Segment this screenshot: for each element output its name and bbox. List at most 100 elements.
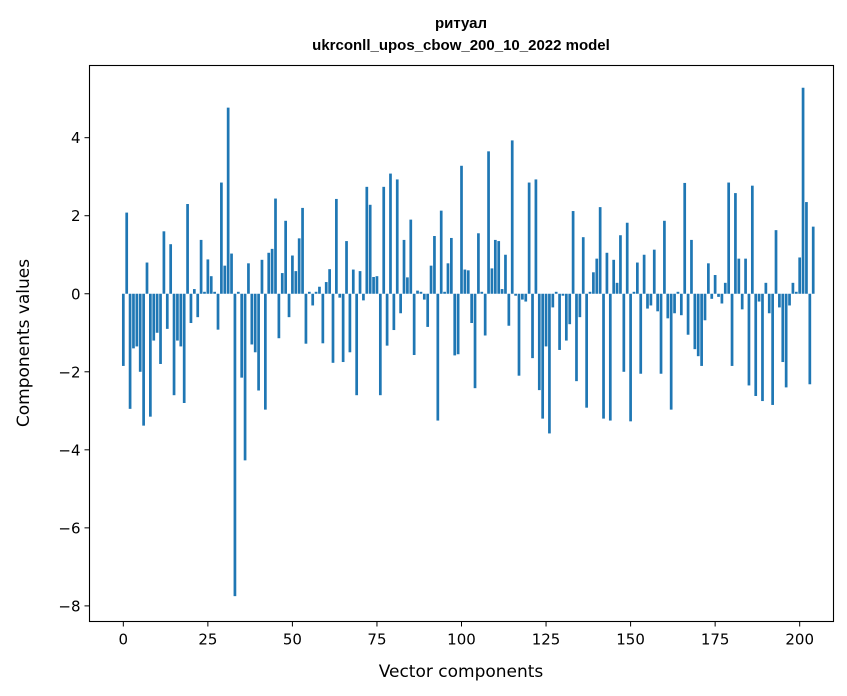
bar-141 [598,207,602,294]
bar-117 [517,293,521,376]
bar-111 [497,241,501,294]
bar-9 [152,293,156,341]
bar-10 [155,293,159,333]
bar-187 [754,293,758,396]
y-axis-ticks: −8 −6 −4 −2 0 2 4 [58,129,90,615]
bar-135 [578,293,582,318]
bars-group [121,87,815,597]
bar-191 [767,293,771,314]
bar-84 [406,277,409,294]
bar-106 [480,291,484,294]
bar-183 [740,293,744,310]
bar-161 [666,293,670,319]
y-tick-label: −6 [58,519,80,537]
bar-133 [571,211,575,294]
bar-2 [128,293,132,409]
bar-121 [531,293,534,359]
bar-192 [771,293,774,405]
bar-80 [392,293,396,331]
bar-58 [318,286,321,294]
bar-20 [189,293,193,324]
bar-122 [534,179,538,294]
bar-112 [500,289,504,294]
bar-76 [378,293,382,396]
bar-203 [808,293,812,385]
bar-127 [551,293,555,308]
bar-142 [602,293,605,419]
bar-49 [287,293,291,318]
y-tick-label: 4 [71,129,81,147]
bar-201 [801,87,805,294]
bar-115 [510,140,514,294]
bar-32 [230,253,233,294]
bar-157 [652,249,656,294]
bar-82 [399,293,402,314]
bar-198 [791,282,795,294]
y-tick-label: 2 [71,207,81,225]
bar-114 [507,293,511,326]
bar-66 [345,241,348,294]
bar-177 [720,293,724,304]
bar-199 [794,291,798,294]
bar-13 [165,293,169,329]
bar-83 [402,239,406,294]
bar-34 [236,291,240,294]
bar-155 [646,293,649,309]
x-tick-label: 25 [198,631,217,649]
bar-131 [564,293,568,341]
bar-195 [781,293,785,363]
bar-103 [470,293,473,324]
bar-130 [561,293,565,296]
bar-28 [216,293,220,330]
bar-48 [284,220,287,294]
bar-166 [683,182,687,294]
bar-134 [575,293,578,382]
bar-123 [537,293,541,391]
bar-67 [348,293,352,353]
y-tick-label: −2 [58,363,80,381]
bar-163 [673,293,676,314]
bar-94 [439,210,443,294]
bar-86 [412,293,416,356]
bar-152 [636,262,639,294]
x-tick-label: 150 [616,631,645,649]
bar-143 [605,252,609,294]
chart-subtitle: ukrconll_upos_cbow_200_10_2022 model [312,37,610,54]
bar-179 [727,182,731,294]
bar-100 [460,165,463,294]
bar-128 [554,291,558,294]
bar-193 [774,230,778,294]
bar-167 [686,293,690,335]
bar-162 [669,293,673,410]
x-axis-ticks: 0 25 50 75 100 125 150 175 200 [119,621,814,649]
bar-33 [233,293,237,597]
bar-124 [541,293,545,419]
bar-126 [548,293,551,434]
bar-72 [365,186,369,294]
bar-36 [243,293,247,461]
bar-90 [426,293,430,327]
bar-30 [223,265,227,294]
bar-43 [267,252,271,294]
bar-178 [723,282,727,294]
bar-27 [213,291,216,294]
bar-116 [514,293,517,296]
bar-55 [307,291,311,294]
bar-140 [595,258,599,294]
bar-185 [747,293,751,386]
bar-52 [297,238,301,294]
bar-70 [358,271,362,294]
bar-184 [744,258,747,294]
bar-92 [433,236,436,294]
bar-196 [784,293,788,388]
bar-29 [220,182,223,294]
bar-89 [422,293,426,300]
plot-frame [88,64,835,623]
bar-150 [629,293,632,422]
bar-57 [314,291,318,294]
bar-45 [274,198,277,294]
bar-156 [649,293,653,306]
bar-176 [717,293,720,297]
bar-189 [761,293,764,402]
